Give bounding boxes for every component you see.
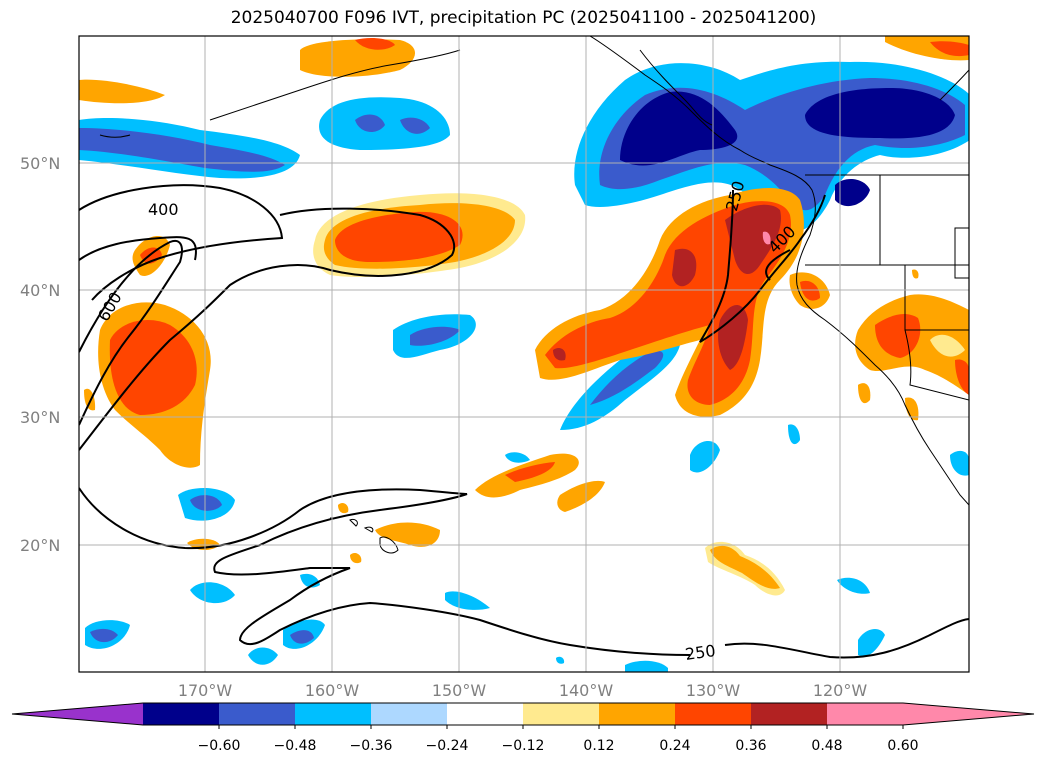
map-title: 2025040700 F096 IVT, precipitation PC (2…	[230, 8, 817, 28]
colorbar-tick-label: 0.24	[659, 738, 690, 754]
lat-label-30n: 30°N	[20, 408, 60, 427]
lon-label-130w: 130°W	[686, 681, 741, 700]
lon-label-160w: 160°W	[305, 681, 360, 700]
lon-label-140w: 140°W	[559, 681, 614, 700]
contour-label-400: 400	[148, 200, 179, 219]
lat-axis-labels: 50°N 40°N 30°N 20°N	[20, 154, 60, 555]
colorbar-cell	[751, 703, 828, 725]
contour-label-250-south: 250	[684, 641, 717, 664]
colorbar-cell	[447, 703, 524, 725]
colorbar-tick-label: 0.12	[583, 738, 614, 754]
colorbar-cell	[827, 703, 904, 725]
lat-label-50n: 50°N	[20, 154, 60, 173]
colorbar-tick-label: −0.36	[350, 738, 393, 754]
colorbar-tick-label: 0.60	[887, 738, 918, 754]
lon-axis-labels: 170°W 160°W 150°W 140°W 130°W 120°W	[178, 681, 868, 700]
colorbar-cell	[219, 703, 296, 725]
colorbar-cell	[599, 703, 676, 725]
colorbar-tick-label: −0.12	[502, 738, 545, 754]
coastlines	[99, 36, 969, 506]
colorbar-tick-label: −0.48	[274, 738, 317, 754]
colorbar-cell	[675, 703, 752, 725]
colorbar-tick-label: −0.60	[198, 738, 241, 754]
colorbar-outline	[11, 702, 1035, 726]
colorbar-cell	[371, 703, 448, 725]
colorbar: −0.60 −0.48 −0.36 −0.24 −0.12 0.12 0.24 0.36 0.4…	[11, 702, 1035, 754]
lat-label-20n: 20°N	[20, 536, 60, 555]
gridlines	[79, 36, 969, 672]
colorbar-cell	[295, 703, 372, 725]
map-frame	[78, 35, 970, 673]
lon-label-170w: 170°W	[178, 681, 233, 700]
colorbar-cell	[143, 703, 220, 725]
colorbar-tick-label: −0.24	[426, 738, 469, 754]
colorbar-over-arrow	[903, 703, 1034, 725]
colorbar-tick-label: 0.48	[811, 738, 842, 754]
colorbar-tick-label: 0.36	[735, 738, 766, 754]
lon-label-120w: 120°W	[813, 681, 868, 700]
lat-label-40n: 40°N	[20, 281, 60, 300]
colorbar-under-arrow	[12, 703, 143, 725]
lon-label-150w: 150°W	[432, 681, 487, 700]
positive-pc-shading	[79, 36, 969, 596]
colorbar-cell	[523, 703, 600, 725]
ivt-contours	[79, 184, 969, 659]
